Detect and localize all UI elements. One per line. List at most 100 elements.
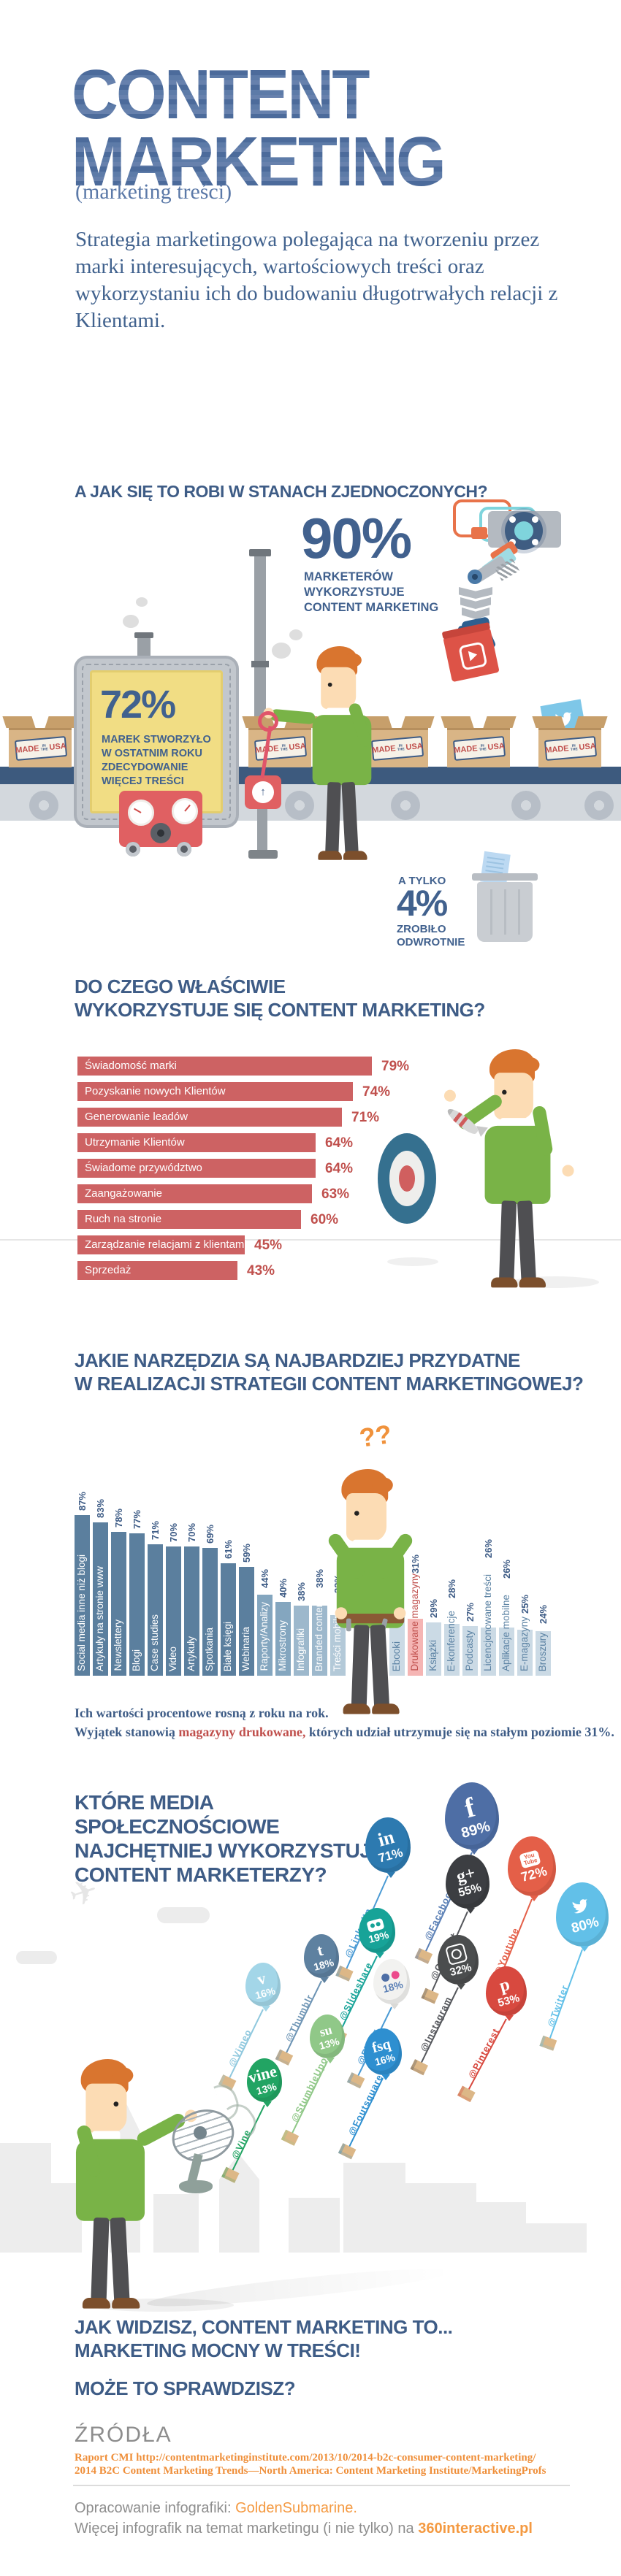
stat-72-caption: MAREK STWORZYŁO W OSTATNIM ROKU ZDECYDOW…: [102, 734, 211, 787]
tools-bar-value: 71%: [150, 1520, 161, 1540]
tools-bar-value: 27%: [465, 1602, 476, 1622]
conveyor-gear-icon: [511, 791, 541, 820]
social-heading: KTÓRE MEDIA SPOŁECZNOŚCIOWE NAJCHĘTNIEJ …: [75, 1791, 386, 1886]
twitter-icon: [567, 1894, 593, 1920]
balloon-tumblr[interactable]: t 18%: [304, 1934, 339, 1983]
tools-bar-fill: [202, 1548, 218, 1676]
balloon-label: @Pinterest: [466, 2026, 502, 2080]
tools-bar-fill: [75, 1515, 90, 1676]
balloon-stumbleupon[interactable]: su 13%: [310, 2015, 345, 2063]
outro-line1: JAK WIDZISZ, CONTENT MARKETING TO...: [75, 2316, 453, 2338]
balloon-content: 32%: [443, 1941, 473, 1979]
tools-bar-fill: [408, 1619, 423, 1676]
tools-bar-label: Case studies: [149, 1614, 160, 1671]
balloon-twitter[interactable]: 80%: [556, 1882, 609, 1952]
balloon-flickr[interactable]: 18%: [373, 1959, 410, 2009]
usage-bar-label: Generowanie leadów: [85, 1111, 188, 1123]
balloon-linkedin[interactable]: in 71%: [365, 1817, 411, 1878]
skyline-building: [403, 2183, 476, 2253]
stat-4-prefix: A TYLKO: [398, 875, 446, 887]
balloon-knot: [530, 1895, 539, 1901]
tools-note-line1: Ich wartości procentowe rosną z roku na …: [75, 1706, 329, 1720]
brand-goldensubmarine[interactable]: GoldenSubmarine.: [235, 2500, 357, 2516]
balloon-vimeo[interactable]: v 16%: [245, 1963, 281, 2012]
robot-connector-orange: [471, 527, 487, 539]
tools-bar-fill: [444, 1624, 460, 1676]
balloon-foursquare[interactable]: fsq 16%: [364, 2028, 402, 2080]
tools-bar-fill: [499, 1628, 514, 1676]
more-line: Więcej infografik na temat marketingu (i…: [75, 2521, 533, 2537]
robot-hinge: [468, 570, 482, 584]
vimeo-icon: v: [255, 1969, 268, 1989]
page-subtitle: (marketing treści): [75, 180, 232, 204]
gauge-icon: [172, 798, 198, 824]
robot-accordion-1: [459, 587, 492, 599]
balloon-content: fsq 16%: [370, 2036, 397, 2068]
balloon-facebook[interactable]: f 89%: [445, 1782, 499, 1855]
crate-flap: [483, 716, 517, 728]
cart-wheel: [177, 842, 191, 856]
source-link-1[interactable]: Raport CMI http://contentmarketinginstit…: [75, 2452, 536, 2464]
tools-bar-label: Mikrostrony: [277, 1620, 288, 1671]
usage-bar-label: Sprzedaż: [85, 1264, 132, 1276]
tools-bar: Drukowane magazyny 31%: [408, 1555, 423, 1676]
tools-bar-value: 69%: [205, 1524, 216, 1544]
balloon-knot: [580, 1946, 590, 1952]
tools-bar: E-magazyny 25%: [517, 1595, 533, 1676]
sources-title: ŹRÓDŁA: [75, 2423, 172, 2447]
balloon-knot: [376, 1952, 384, 1958]
balloon-content: p 53%: [492, 1974, 521, 2009]
balloon-knot: [381, 2074, 390, 2080]
tools-bar: Ebooki32%: [389, 1593, 405, 1676]
tools-bar-label: Aplikacje mobilne: [500, 1594, 511, 1671]
gauge-pole-base: [248, 850, 278, 859]
balloon-content: f 89%: [452, 1791, 492, 1841]
tools-bar-value: 77%: [132, 1509, 142, 1529]
balloon-knot: [470, 1849, 479, 1855]
balloon-google+[interactable]: g+ 55%: [446, 1855, 489, 1914]
balloon-youtube[interactable]: You Tube 72%: [508, 1836, 556, 1901]
stat-72-value: 72%: [100, 683, 176, 727]
tools-bar-fill: [536, 1631, 551, 1676]
intro-paragraph: Strategia marketingowa polegająca na two…: [75, 228, 558, 332]
usage-heading-line2: WYKORZYSTUJE SIĘ CONTENT MARKETING?: [75, 999, 485, 1021]
usa-section-heading: A JAK SIĘ TO ROBI W STANACH ZJEDNOCZONYC…: [75, 482, 488, 501]
string-box: [275, 2049, 294, 2066]
balloon-vine[interactable]: vine 13%: [247, 2058, 282, 2107]
stat-90-caption: MARKETERÓW WYKORZYSTUJE CONTENT MARKETIN…: [304, 570, 439, 614]
balloon-knot: [386, 1872, 395, 1878]
balloon-content: You Tube 72%: [515, 1849, 549, 1885]
usage-bar-value: 45%: [254, 1238, 283, 1253]
chimney-cap: [134, 632, 153, 638]
usage-bar-value: 79%: [381, 1059, 410, 1074]
tools-bar: Licencjonowane treści 26%: [481, 1539, 496, 1676]
crate-flap: [401, 716, 435, 728]
usage-bar-value: 64%: [325, 1135, 354, 1151]
tools-bar-label: Licencjonowane treści: [482, 1574, 493, 1671]
balloon-knot: [390, 2004, 399, 2009]
balloon-instagram[interactable]: 32%: [438, 1935, 479, 1990]
tools-bar-value: 40%: [278, 1578, 289, 1598]
tools-bar-value: 78%: [113, 1508, 124, 1527]
tools-bar-label: Branded content: [313, 1598, 324, 1671]
machine-chimney: [137, 637, 151, 660]
balloon-knot: [326, 2058, 335, 2063]
tools-bar-value: 38%: [296, 1582, 307, 1601]
tools-bar-value: 29%: [428, 1598, 439, 1618]
linkedin-icon: in: [376, 1825, 397, 1851]
fan-marketer: [69, 2059, 197, 2309]
tools-bar-fill: [481, 1628, 496, 1676]
tools-bar: Mikrostrony 40%: [275, 1579, 291, 1676]
source-link-2[interactable]: 2014 B2C Content Marketing Trends—North …: [75, 2465, 546, 2477]
link-360interactive[interactable]: 360interactive.pl: [418, 2521, 533, 2537]
tools-bar: Webinaria 59%: [239, 1544, 254, 1676]
worker-face: [321, 667, 357, 710]
tools-bar-fill: [275, 1602, 291, 1676]
target-shadow: [387, 1257, 438, 1266]
balloon-slideshare[interactable]: 19%: [359, 1908, 395, 1958]
trash-bin-icon: [472, 873, 538, 942]
balloon-pinterest[interactable]: p 53%: [486, 1966, 527, 2021]
